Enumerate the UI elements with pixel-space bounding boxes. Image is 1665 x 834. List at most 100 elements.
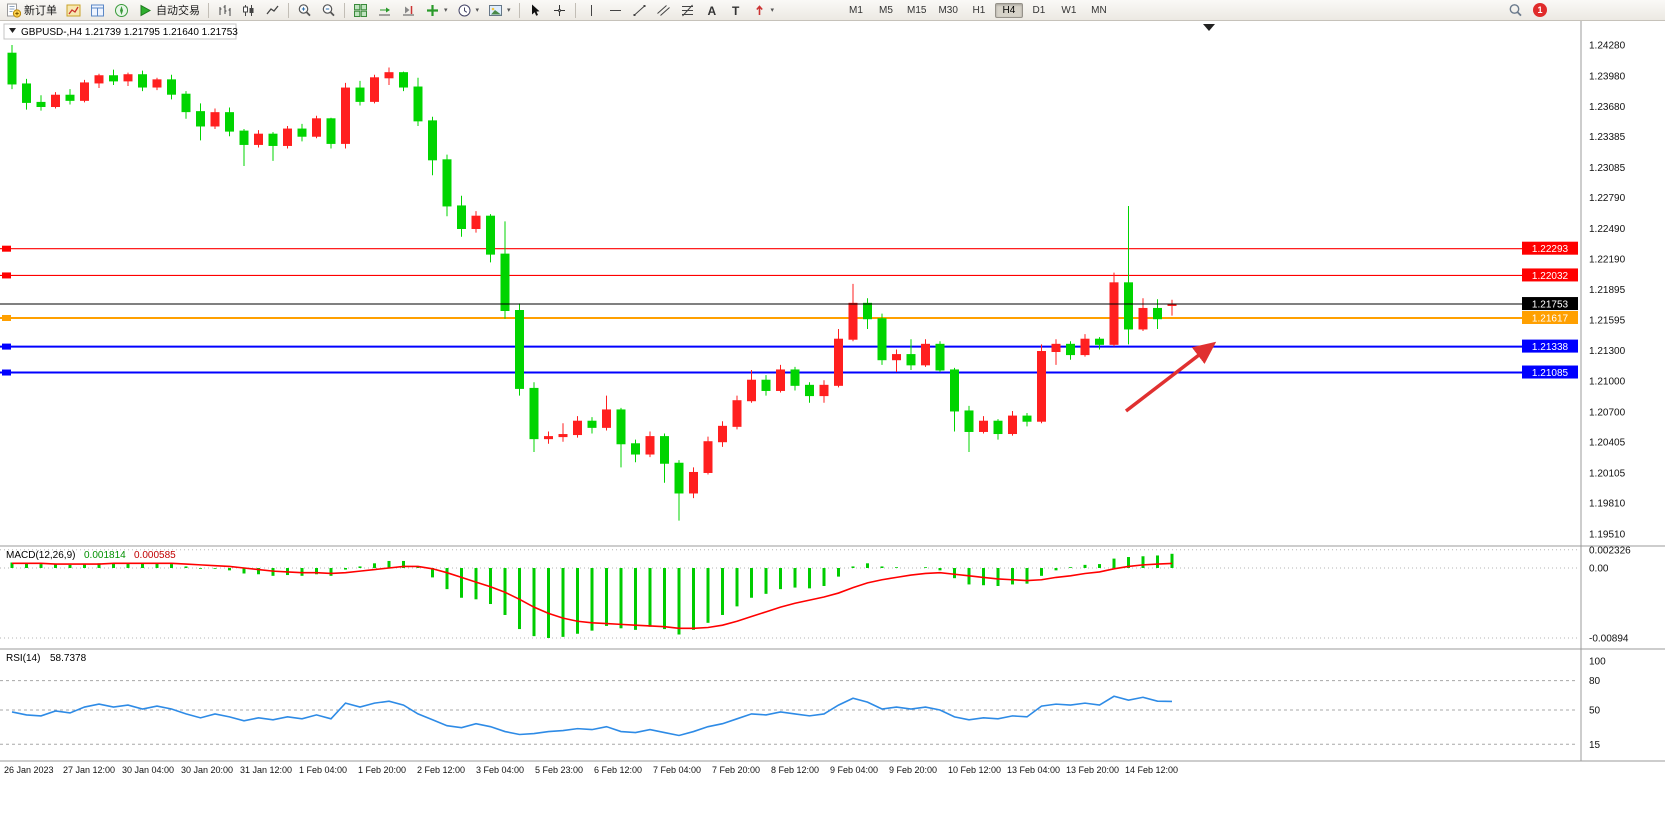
time-axis-label[interactable]: 6 Feb 12:00 bbox=[594, 765, 642, 775]
price-axis-label[interactable]: 1.22490 bbox=[1589, 224, 1626, 235]
chart-shift-button[interactable] bbox=[397, 0, 420, 20]
time-axis-label[interactable]: 13 Feb 04:00 bbox=[1007, 765, 1060, 775]
indicators-button[interactable]: ▾ bbox=[421, 0, 452, 20]
time-axis-label[interactable]: 1 Feb 20:00 bbox=[358, 765, 406, 775]
hline-handle[interactable] bbox=[2, 314, 11, 321]
candle-body bbox=[660, 436, 669, 464]
timeframe-button-D1[interactable]: D1 bbox=[1032, 4, 1046, 16]
macd-main-value: 0.001814 bbox=[84, 550, 126, 561]
time-axis-label[interactable]: 7 Feb 04:00 bbox=[653, 765, 701, 775]
candle-body bbox=[1037, 351, 1046, 422]
hline-handle[interactable] bbox=[2, 369, 11, 376]
time-axis-label[interactable]: 13 Feb 20:00 bbox=[1066, 765, 1119, 775]
time-axis-label[interactable]: 2 Feb 12:00 bbox=[417, 765, 465, 775]
time-axis-label[interactable]: 31 Jan 12:00 bbox=[240, 765, 292, 775]
time-axis-label[interactable]: 10 Feb 12:00 bbox=[948, 765, 1001, 775]
horizontal-line-tool-button[interactable] bbox=[604, 0, 627, 20]
price-axis-label[interactable]: 1.21000 bbox=[1589, 377, 1626, 388]
time-axis-label[interactable]: 30 Jan 20:00 bbox=[181, 765, 233, 775]
time-axis-label[interactable]: 9 Feb 20:00 bbox=[889, 765, 937, 775]
collapse-ohlc-button[interactable] bbox=[9, 28, 16, 33]
timeframe-button-M1[interactable]: M1 bbox=[849, 4, 863, 16]
navigator-button[interactable] bbox=[110, 0, 133, 20]
time-axis-label[interactable]: 5 Feb 23:00 bbox=[535, 765, 583, 775]
time-axis-label[interactable]: 8 Feb 12:00 bbox=[771, 765, 819, 775]
cursor-tool-button[interactable] bbox=[524, 0, 547, 20]
time-axis-label[interactable]: 7 Feb 20:00 bbox=[712, 765, 760, 775]
arrows-tool-button[interactable]: ▾ bbox=[748, 0, 779, 20]
candle-body bbox=[1095, 338, 1104, 345]
market-watch-button[interactable] bbox=[62, 0, 85, 20]
trendline-icon bbox=[633, 4, 646, 16]
annotation-arrow[interactable] bbox=[1124, 341, 1217, 413]
time-axis-label[interactable]: 26 Jan 2023 bbox=[4, 765, 54, 775]
time-axis-label[interactable]: 14 Feb 12:00 bbox=[1125, 765, 1178, 775]
price-axis-label[interactable]: 1.20700 bbox=[1589, 407, 1626, 418]
zoom-out-button[interactable] bbox=[317, 0, 340, 20]
price-axis-label[interactable]: 1.23385 bbox=[1589, 132, 1626, 143]
hline-handle[interactable] bbox=[2, 245, 11, 252]
channel-tool-button[interactable] bbox=[652, 0, 675, 20]
price-axis-label[interactable]: 1.20105 bbox=[1589, 468, 1626, 479]
time-axis-label[interactable]: 30 Jan 04:00 bbox=[122, 765, 174, 775]
price-axis-label[interactable]: 1.22790 bbox=[1589, 193, 1626, 204]
text-label-tool-button[interactable]: T bbox=[724, 0, 747, 20]
time-axis-label[interactable]: 27 Jan 12:00 bbox=[63, 765, 115, 775]
periods-button[interactable]: ▾ bbox=[453, 0, 484, 20]
price-axis-label[interactable]: 1.21895 bbox=[1589, 285, 1626, 296]
hline-handle[interactable] bbox=[2, 343, 11, 350]
line-chart-mode-button[interactable] bbox=[261, 0, 284, 20]
arrow-tool-icon bbox=[755, 4, 763, 15]
price-axis-label[interactable]: 1.19510 bbox=[1589, 529, 1626, 540]
dropdown-caret-icon: ▾ bbox=[475, 6, 480, 14]
text-tool-button[interactable]: A bbox=[700, 0, 723, 20]
timeframe-button-MN[interactable]: MN bbox=[1091, 4, 1107, 16]
templates-button[interactable]: ▾ bbox=[484, 0, 515, 20]
time-axis-label[interactable]: 1 Feb 04:00 bbox=[299, 765, 347, 775]
vertical-line-tool-button[interactable] bbox=[580, 0, 603, 20]
timeframe-button-M5[interactable]: M5 bbox=[879, 4, 893, 16]
bar-chart-mode-button[interactable] bbox=[213, 0, 236, 20]
price-axis-label[interactable]: 1.24280 bbox=[1589, 41, 1626, 52]
time-axis-label[interactable]: 3 Feb 04:00 bbox=[476, 765, 524, 775]
timeframe-button-M15[interactable]: M15 bbox=[907, 4, 927, 16]
price-axis-label[interactable]: 1.23680 bbox=[1589, 102, 1626, 113]
auto-trading-label: 自动交易 bbox=[156, 5, 200, 17]
price-axis-label[interactable]: 1.20405 bbox=[1589, 438, 1626, 449]
hline-handle[interactable] bbox=[2, 272, 11, 279]
macd-axis-label: -0.00894 bbox=[1589, 634, 1629, 645]
price-axis-label[interactable]: 1.19810 bbox=[1589, 499, 1626, 510]
price-axis-label[interactable]: 1.22190 bbox=[1589, 255, 1626, 266]
timeframe-button-W1[interactable]: W1 bbox=[1061, 4, 1077, 16]
chart-shift-marker[interactable] bbox=[1203, 24, 1215, 31]
chart-shift-icon bbox=[403, 5, 414, 15]
candle-body bbox=[718, 425, 727, 443]
auto-scroll-button[interactable] bbox=[373, 0, 396, 20]
toolbar-separator bbox=[208, 2, 209, 18]
time-axis-label[interactable]: 9 Feb 04:00 bbox=[830, 765, 878, 775]
search-icon[interactable] bbox=[1508, 3, 1523, 18]
candle-body bbox=[22, 83, 31, 103]
trendline-tool-button[interactable] bbox=[628, 0, 651, 20]
price-axis-label[interactable]: 1.21595 bbox=[1589, 316, 1626, 327]
price-axis-label[interactable]: 1.21300 bbox=[1589, 346, 1626, 357]
new-order-button[interactable]: 新订单 bbox=[2, 0, 61, 20]
auto-trading-button[interactable]: 自动交易 bbox=[134, 0, 204, 20]
candle-body bbox=[1080, 338, 1090, 356]
tile-windows-button[interactable] bbox=[349, 0, 372, 20]
candle-body bbox=[631, 443, 640, 455]
candle-body bbox=[80, 82, 89, 101]
candlestick-mode-button[interactable] bbox=[237, 0, 260, 20]
candle-body bbox=[732, 400, 742, 427]
price-axis-label[interactable]: 1.23980 bbox=[1589, 71, 1626, 82]
fibonacci-tool-button[interactable] bbox=[676, 0, 699, 20]
timeframe-button-H1[interactable]: H1 bbox=[972, 4, 986, 16]
chart-canvas[interactable]: GBPUSD-,H4 1.21739 1.21795 1.21640 1.217… bbox=[0, 21, 1665, 783]
timeframe-button-H4[interactable]: H4 bbox=[994, 2, 1023, 18]
timeframe-button-M30[interactable]: M30 bbox=[938, 4, 958, 16]
price-axis-label[interactable]: 1.23085 bbox=[1589, 163, 1626, 174]
data-window-button[interactable] bbox=[86, 0, 109, 20]
zoom-in-button[interactable] bbox=[293, 0, 316, 20]
crosshair-tool-button[interactable] bbox=[548, 0, 571, 20]
notification-badge[interactable]: 1 bbox=[1533, 3, 1547, 17]
